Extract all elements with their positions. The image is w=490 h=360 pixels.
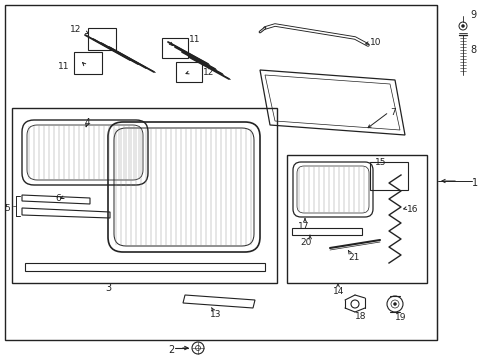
Bar (176, 62, 202, 82)
Bar (74, 52, 102, 74)
Text: 15: 15 (375, 158, 387, 167)
Bar (88, 28, 116, 50)
Text: 5: 5 (4, 204, 10, 213)
Bar (287, 155, 427, 283)
Bar (370, 162, 408, 190)
Text: 7: 7 (390, 108, 396, 117)
Circle shape (393, 302, 396, 306)
Text: 3: 3 (105, 283, 111, 293)
Text: 10: 10 (370, 38, 382, 47)
Text: 14: 14 (333, 287, 344, 296)
Text: 1: 1 (472, 178, 478, 188)
Text: 12: 12 (70, 25, 81, 34)
Circle shape (462, 24, 465, 27)
Text: 20: 20 (300, 238, 311, 247)
Text: 16: 16 (407, 205, 418, 214)
Text: 17: 17 (298, 222, 310, 231)
Bar (5, 5, 437, 340)
Text: 9: 9 (470, 10, 476, 20)
Bar (162, 38, 188, 58)
Text: 12: 12 (203, 68, 215, 77)
Text: 13: 13 (210, 310, 221, 319)
Text: 6: 6 (55, 194, 61, 203)
Text: 18: 18 (355, 312, 367, 321)
Text: 4: 4 (85, 118, 91, 127)
Text: 11: 11 (58, 62, 70, 71)
Bar (12, 108, 277, 283)
Text: 21: 21 (348, 253, 359, 262)
Text: 11: 11 (189, 35, 200, 44)
Text: 19: 19 (395, 313, 407, 322)
Text: 8: 8 (470, 45, 476, 55)
Text: 2: 2 (168, 345, 174, 355)
